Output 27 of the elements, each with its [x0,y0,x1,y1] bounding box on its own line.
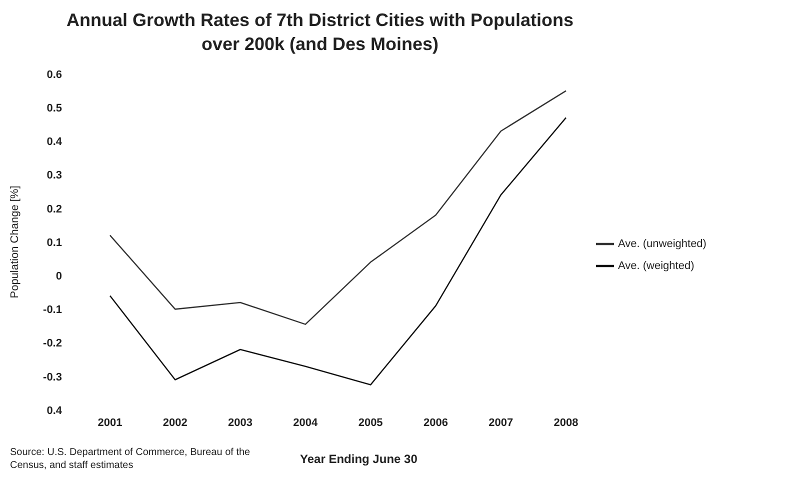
y-tick-label: 0.4 [46,136,63,148]
x-tick-label: 2002 [162,416,188,429]
line-series [109,90,567,325]
chart-title: Annual Growth Rates of 7th District Cities with Populations over 200k (and Des Moines) [65,9,575,56]
x-tick-label: 2007 [488,416,514,429]
x-axis-title: Year Ending June 30 [300,452,418,466]
y-tick-label: 0.2 [46,203,62,216]
y-tick-label: 0.1 [46,236,62,249]
y-tick-label: 0.3 [46,170,62,182]
y-tick-label: 0.4 [46,404,63,417]
x-tick-label: 2005 [358,416,383,429]
y-axis-title: Population Change [%] [8,186,21,298]
y-tick-label: 0.6 [46,68,62,81]
y-tick-label: -0.1 [43,304,62,316]
y-tick-label: 0.5 [46,102,62,115]
y-tick-label: -0.2 [43,338,62,350]
legend-label: Ave. (weighted) [618,260,694,272]
source-note: Source: U.S. Department of Commerce, Bureau of the Census, and staff estimates [10,446,252,472]
y-tick-label: -0.3 [43,371,62,384]
x-tick-label: 2008 [554,416,578,429]
x-tick-label: 2001 [98,416,122,429]
y-tick-label: 0 [56,270,62,283]
x-tick-label: 2003 [228,416,253,429]
x-tick-label: 2004 [293,416,319,429]
x-tick-label: 2006 [423,416,448,429]
legend-label: Ave. (unweighted) [618,238,706,250]
line-series [109,117,567,386]
